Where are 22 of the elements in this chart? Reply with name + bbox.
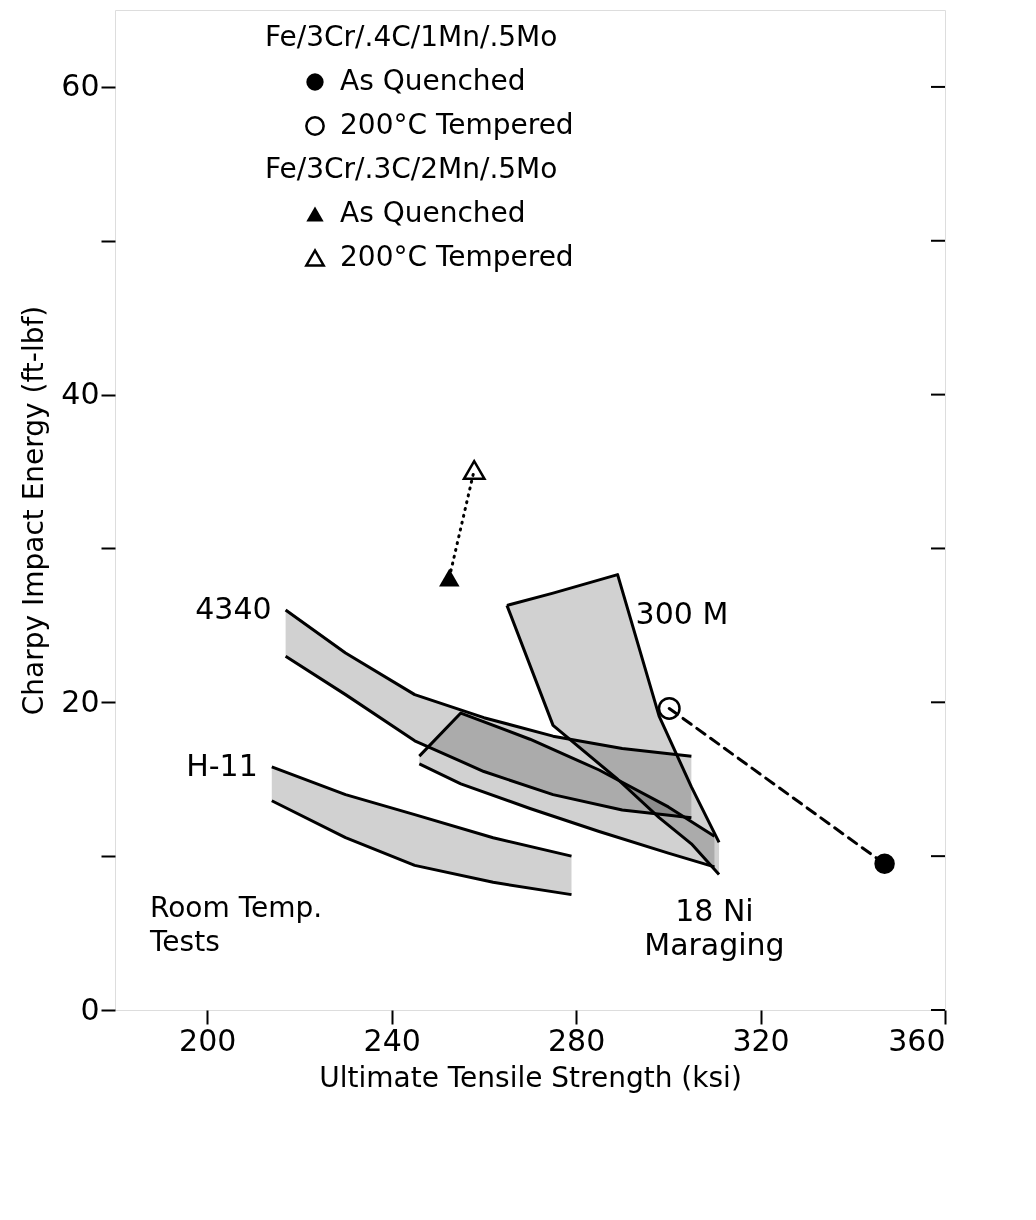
x-axis-title: Ultimate Tensile Strength (ksi) — [319, 1060, 742, 1094]
y-tick-label: 20 — [61, 683, 100, 719]
y-axis-title: Charpy Impact Energy (ft-lbf) — [17, 305, 51, 716]
y-tick-label: 60 — [61, 68, 100, 104]
legend-label: 200°C Tempered — [340, 108, 574, 141]
legend-label: 200°C Tempered — [340, 240, 574, 273]
legend-label: As Quenched — [340, 64, 526, 97]
series-label: 4340 — [195, 591, 272, 626]
y-tick-label: 0 — [80, 991, 100, 1027]
legend-label: As Quenched — [340, 196, 526, 229]
text: 18 Ni Maraging — [644, 892, 785, 962]
x-tick-label: 280 — [547, 1022, 606, 1058]
annotation: Room Temp. Tests — [149, 891, 323, 958]
x-tick-label: 360 — [888, 1022, 946, 1058]
x-tick-label: 240 — [363, 1022, 421, 1058]
x-tick-label: 200 — [179, 1022, 237, 1058]
x-tick-label: 320 — [732, 1022, 790, 1058]
annotation: Fe/3Cr/.4C/1Mn/.5Mo — [265, 20, 558, 53]
annotation: Fe/3Cr/.3C/2Mn/.5Mo — [265, 152, 558, 185]
series-label: 300 M — [635, 595, 729, 631]
y-tick-label: 40 — [61, 376, 100, 412]
series-label: H-11 — [186, 747, 258, 783]
